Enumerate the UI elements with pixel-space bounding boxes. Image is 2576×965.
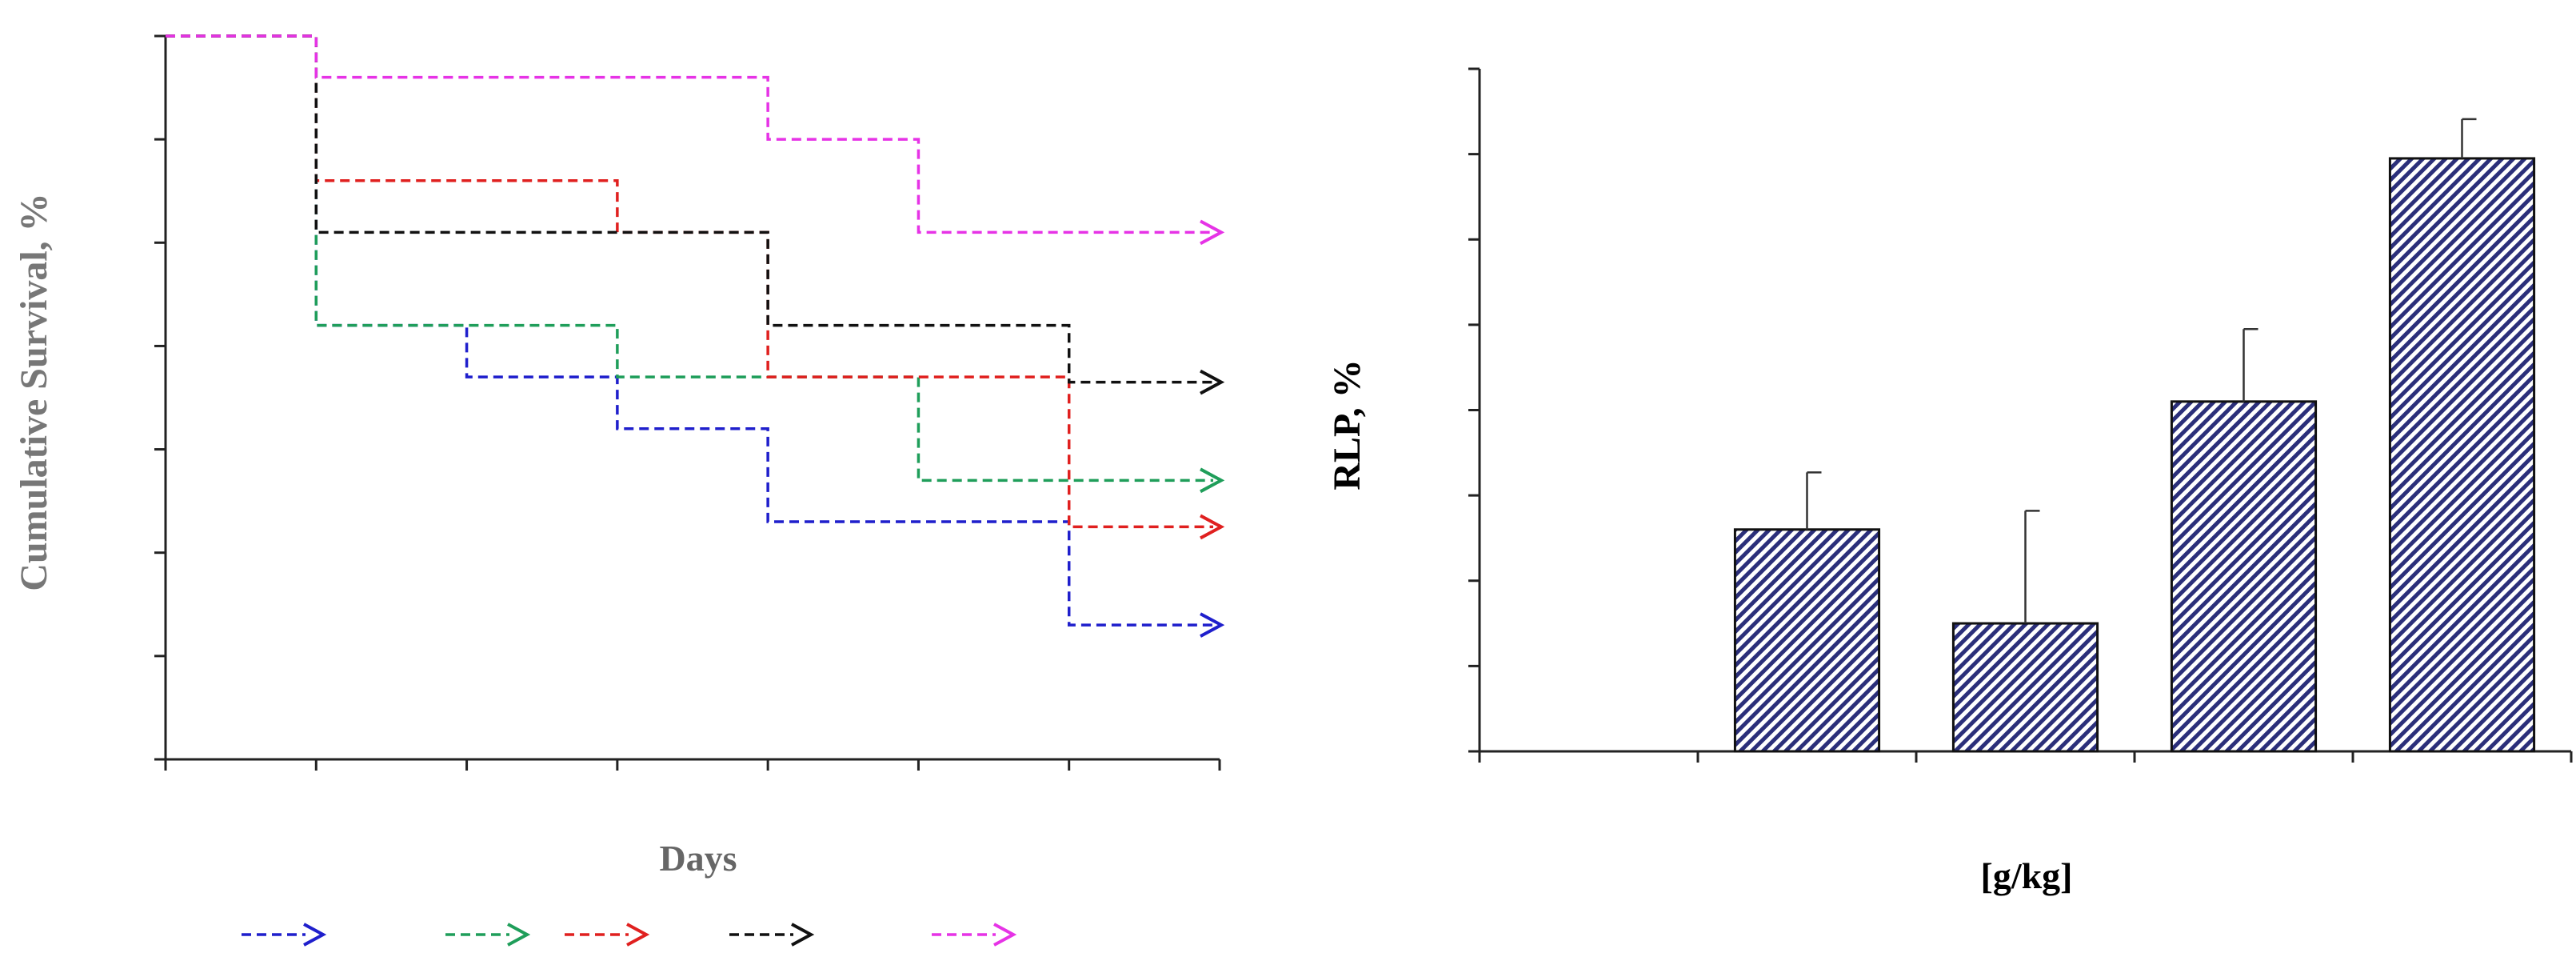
rlp-bar-chart: [g/kg] RLP, %: [1326, 67, 2573, 896]
legend-swatch-arrow: [791, 923, 815, 947]
legend-swatch-arrow: [303, 923, 327, 947]
rlp-bar: [1951, 622, 2099, 753]
rlp-bar: [1733, 528, 1881, 753]
survival-series-arrowhead: [1200, 467, 1225, 494]
survival-chart: Days Cumulative Survival, %: [13, 34, 1225, 947]
survival-series-arrowhead: [1200, 514, 1225, 540]
survival-series-line: [166, 34, 1213, 234]
rlp-bar: [2388, 157, 2536, 753]
legend-swatch-arrow: [993, 923, 1017, 947]
rlp-bar: [2170, 400, 2318, 753]
legend-swatch-arrow: [626, 923, 650, 947]
survival-axes: [154, 34, 1221, 771]
survival-series-lines: [166, 34, 1213, 627]
survival-series-line: [166, 34, 1213, 482]
survival-series-line: [166, 34, 1213, 384]
survival-x-axis-title: Days: [659, 838, 737, 879]
survival-legend: [242, 923, 1017, 947]
rlp-x-axis-title: [g/kg]: [1981, 855, 2073, 896]
rlp-bars: [1733, 157, 2536, 753]
legend-swatch-arrow: [507, 923, 531, 947]
survival-series-arrowhead: [1200, 612, 1225, 638]
survival-series-arrows: [1200, 219, 1225, 638]
rlp-error-bars: [1806, 118, 2477, 624]
survival-y-axis-title: Cumulative Survival, %: [13, 193, 55, 591]
survival-series-arrowhead: [1200, 369, 1225, 395]
survival-series-line: [166, 34, 1213, 529]
rlp-y-axis-title: RLP, %: [1326, 359, 1368, 491]
survival-series-arrowhead: [1200, 219, 1225, 246]
survival-series-line: [166, 34, 1213, 627]
